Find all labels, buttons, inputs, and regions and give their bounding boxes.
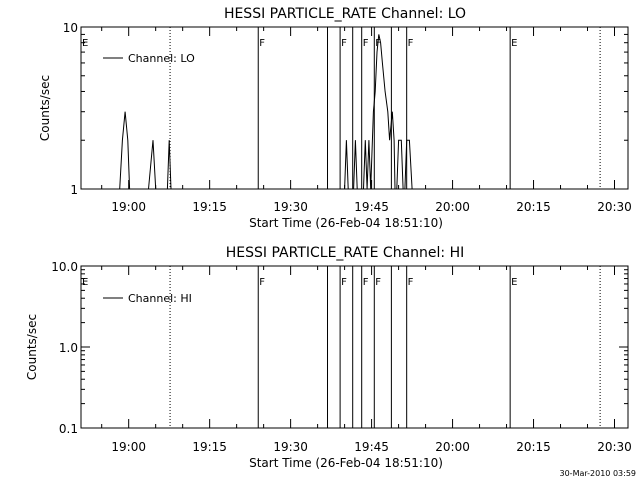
x-tick-label-lo-0: 19:00 <box>111 200 146 214</box>
x-tick-label-hi-6: 20:30 <box>597 440 632 454</box>
x-tick-label-lo-5: 20:15 <box>516 200 551 214</box>
panel-lo: HESSI PARTICLE_RATE Channel: LO Counts/s… <box>38 6 632 230</box>
y-ticks-lo: 1 10 <box>63 21 628 197</box>
annotation-flag-lo-4: F <box>341 38 347 49</box>
annotation-flag-hi-2: F <box>259 277 265 288</box>
legend-label-hi: Channel: HI <box>128 292 192 305</box>
x-tick-label-lo-3: 19:45 <box>354 200 389 214</box>
x-tick-label-lo-2: 19:30 <box>273 200 308 214</box>
x-tick-label-hi-2: 19:30 <box>273 440 308 454</box>
y-tick-label-hi-2: 10.0 <box>51 260 78 274</box>
x-axis-label-hi: Start Time (26-Feb-04 18:51:10) <box>249 456 443 470</box>
y-tick-label-lo-0: 1 <box>70 183 78 197</box>
annotation-flag-hi-6: F <box>363 277 369 288</box>
annotation-flag-lo-10: E <box>511 38 517 49</box>
legend-lo: Channel: LO <box>103 52 195 65</box>
annotation-flag-lo-6: F <box>363 38 369 49</box>
x-tick-label-hi-3: 19:45 <box>354 440 389 454</box>
y-axis-label-lo: Counts/sec <box>38 75 52 141</box>
y-ticks-hi: 0.1 1.0 10.0 <box>51 260 628 436</box>
x-tick-label-lo-1: 19:15 <box>192 200 227 214</box>
annotation-flag-hi-7: F <box>375 277 381 288</box>
x-tick-label-hi-1: 19:15 <box>192 440 227 454</box>
annotation-flag-hi-9: F <box>408 277 414 288</box>
x-tick-label-hi-4: 20:00 <box>435 440 470 454</box>
timestamp: 30-Mar-2010 03:59 <box>560 469 637 478</box>
x-axis-label-lo: Start Time (26-Feb-04 18:51:10) <box>249 216 443 230</box>
x-ticks-lo: 19:00 19:15 19:30 19:45 20:00 20:15 20:30 <box>101 27 632 214</box>
y-tick-label-hi-1: 1.0 <box>59 341 78 355</box>
y-axis-label-hi: Counts/sec <box>25 314 39 380</box>
plot-frame-hi <box>80 265 629 429</box>
x-tick-label-hi-0: 19:00 <box>111 440 146 454</box>
y-tick-label-hi-0: 0.1 <box>59 422 78 436</box>
x-tick-label-hi-5: 20:15 <box>516 440 551 454</box>
y-tick-label-lo-1: 10 <box>63 21 78 35</box>
plot-frame-lo <box>80 26 629 190</box>
annotation-flag-hi-0: E <box>82 277 88 288</box>
legend-label-lo: Channel: LO <box>128 52 195 65</box>
chart-title-hi: HESSI PARTICLE_RATE Channel: HI <box>226 245 464 261</box>
chart-title-lo: HESSI PARTICLE_RATE Channel: LO <box>224 6 466 22</box>
panel-hi: HESSI PARTICLE_RATE Channel: HI Counts/s… <box>25 245 632 470</box>
annotation-flag-lo-9: F <box>408 38 414 49</box>
x-tick-label-lo-6: 20:30 <box>597 200 632 214</box>
annotation-flag-hi-10: E <box>511 277 517 288</box>
legend-hi: Channel: HI <box>103 292 192 305</box>
x-ticks-hi: 19:00 19:15 19:30 19:45 20:00 20:15 20:30 <box>101 266 632 454</box>
x-tick-label-lo-4: 20:00 <box>435 200 470 214</box>
annotation-flag-lo-2: F <box>259 38 265 49</box>
annotation-flag-lo-0: E <box>82 38 88 49</box>
annotation-flag-hi-4: F <box>341 277 347 288</box>
